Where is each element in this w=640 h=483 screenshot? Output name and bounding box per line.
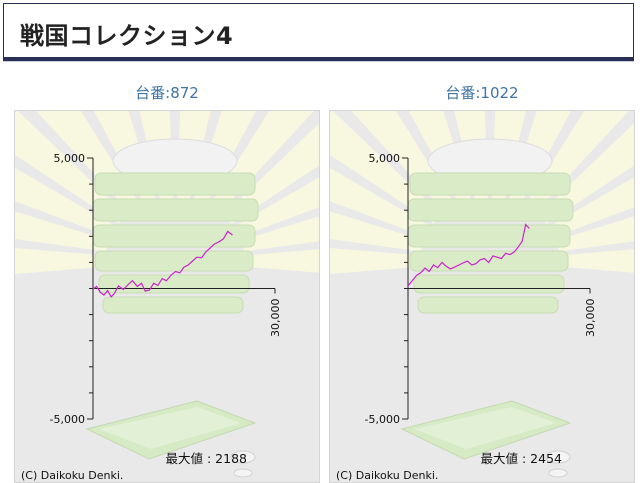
coin (545, 450, 571, 464)
y-tick-label: 5,000 (54, 152, 86, 165)
box-tier (94, 172, 256, 196)
sunburst-ray (15, 211, 109, 252)
chart-box-1: 5,000 -5,000 30,000 最大値 : 2188 (C) Daikoku D… (14, 110, 320, 483)
box-tier (417, 296, 559, 314)
sunburst-ray (330, 248, 421, 274)
machine-label-1[interactable]: 台番:872 (135, 84, 199, 102)
box-tier (92, 198, 259, 222)
sunburst-ray (330, 111, 442, 224)
sunburst-ray (244, 249, 319, 273)
background-art (15, 111, 319, 478)
y-tick-label: 5,000 (369, 152, 401, 165)
box-tier (409, 172, 571, 196)
box-tier (98, 274, 250, 294)
tray-inner (414, 407, 556, 449)
chart-box-2: 5,000 -5,000 30,000 最大値 : 2454 (C) Daikoku D… (329, 110, 635, 483)
box-tier (407, 198, 574, 222)
sunburst-ray (330, 211, 424, 252)
axes (402, 157, 591, 420)
sunburst-ray (15, 248, 106, 274)
sunburst-ray (330, 168, 432, 237)
copyright-text: (C) Daikoku Denki. (21, 469, 123, 482)
sunburst-ray (241, 216, 319, 252)
coin (548, 468, 568, 478)
machine-label-2[interactable]: 台番:1022 (445, 84, 519, 102)
max-value-label: 最大値 : 2454 (481, 451, 563, 466)
sunburst-ray (559, 249, 634, 273)
tray-inner (99, 407, 241, 449)
slump-chart-2: 5,000 -5,000 30,000 最大値 : 2454 (C) Daikoku D… (330, 111, 634, 482)
box-tier (407, 224, 571, 248)
y-tick-label: -5,000 (50, 413, 85, 426)
page-title: 戦国コレクション4 (20, 22, 234, 50)
box-tier (92, 224, 256, 248)
box-tier (413, 274, 565, 294)
coin (233, 468, 253, 478)
slump-line (92, 230, 233, 298)
sunburst-ray (233, 177, 319, 237)
sunburst-ray (548, 177, 634, 237)
coin (230, 450, 256, 464)
x-tick-label: 30,000 (269, 299, 282, 338)
x-tick-label: 30,000 (584, 299, 597, 338)
slump-chart-1: 5,000 -5,000 30,000 最大値 : 2188 (C) Daikoku D… (15, 111, 319, 482)
box-tier (94, 250, 254, 272)
chart-panel-2: 台番:1022 5,000 -5,000 30,000 最大値 : 2454 (C) D… (329, 82, 635, 483)
chart-panel-1: 台番:872 5,000 -5,000 30,000 最大値 : 2188 (C) Da… (14, 82, 320, 483)
slump-line (407, 223, 530, 287)
box-tier (102, 296, 244, 314)
y-tick-label: -5,000 (365, 413, 400, 426)
max-value-label: 最大値 : 2188 (166, 451, 248, 466)
sunburst-ray (15, 111, 127, 224)
sunburst-ray (556, 216, 634, 252)
page-header: 戦国コレクション4 (3, 3, 634, 61)
sunburst-ray (15, 168, 117, 237)
copyright-text: (C) Daikoku Denki. (336, 469, 438, 482)
